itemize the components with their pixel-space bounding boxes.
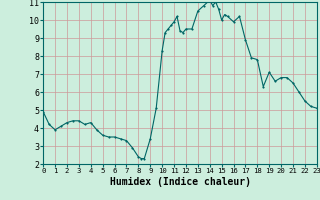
X-axis label: Humidex (Indice chaleur): Humidex (Indice chaleur) xyxy=(109,177,251,187)
